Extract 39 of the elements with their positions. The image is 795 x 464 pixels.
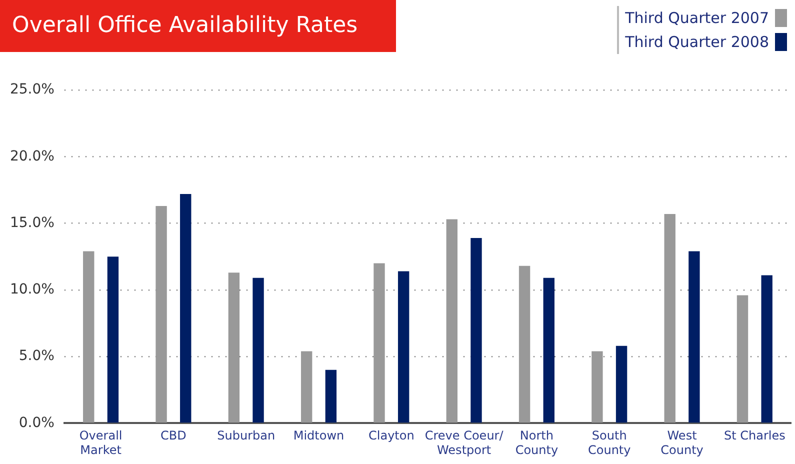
bar: [252, 278, 264, 423]
bar: [83, 251, 94, 423]
bar: [107, 256, 119, 423]
bar: [156, 206, 167, 423]
bar: [543, 278, 554, 423]
y-tick-label: 5.0%: [18, 348, 54, 364]
legend-label: Third Quarter 2008: [625, 33, 769, 51]
bar: [374, 263, 385, 423]
y-tick-label: 25.0%: [10, 82, 54, 98]
x-tick-label: Clayton: [368, 428, 414, 443]
x-tick-label: South County: [588, 428, 631, 457]
x-tick-label: CBD: [160, 428, 186, 443]
x-tick-label: West County: [660, 428, 704, 457]
bar: [664, 214, 676, 423]
chart-title: Overall Office Availability Rates: [0, 0, 396, 52]
bar: [228, 272, 240, 423]
bar: [325, 370, 337, 423]
bar: [518, 266, 530, 423]
x-tick-label: North County: [515, 428, 558, 457]
bar: [398, 271, 410, 423]
y-tick-label: 10.0%: [10, 282, 54, 298]
y-tick-label: 15.0%: [10, 214, 54, 231]
bar: [616, 346, 628, 423]
bar: [736, 295, 748, 423]
x-tick-label: Suburban: [217, 428, 276, 443]
y-tick-label: 0.0%: [18, 414, 54, 431]
bar: [446, 219, 458, 423]
bar: [470, 238, 482, 423]
bar: [592, 351, 603, 423]
bar: [300, 351, 312, 423]
legend-label: Third Quarter 2007: [625, 9, 769, 27]
bar: [761, 275, 772, 423]
bar: [180, 194, 192, 423]
x-tick-label: Midtown: [293, 428, 344, 443]
x-tick-label: St Charles: [724, 428, 786, 443]
y-tick-label: 20.0%: [10, 148, 54, 164]
bar: [688, 251, 700, 423]
x-tick-label: Creve Coeur/ Westport: [424, 428, 504, 457]
x-tick-label: Overall Market: [79, 428, 122, 457]
